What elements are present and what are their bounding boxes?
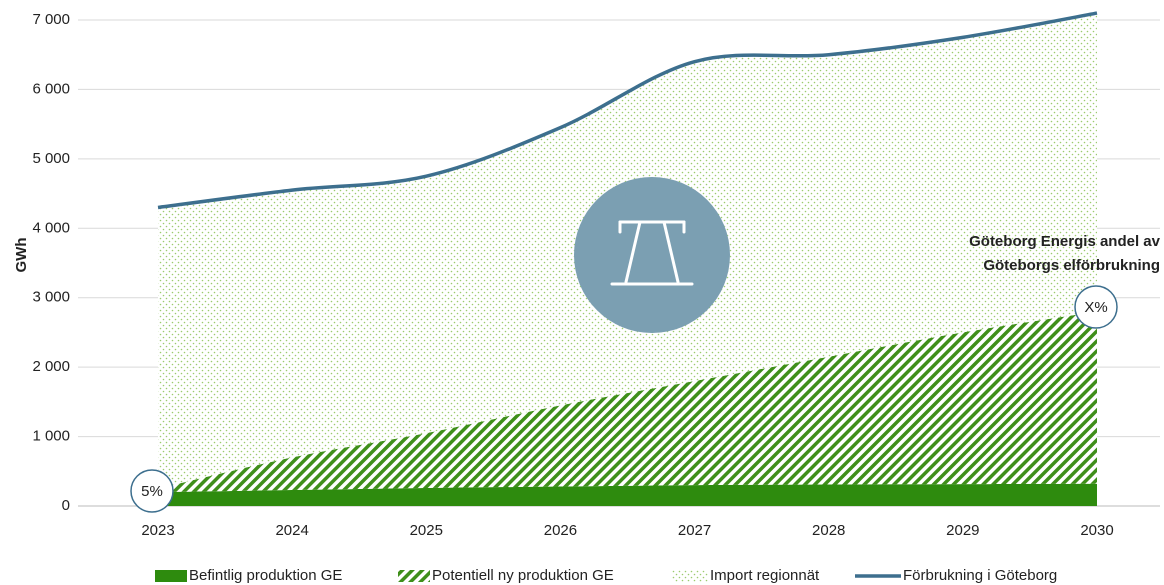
y-tick-label: 3 000 [32,289,70,306]
annotation: 5% [141,483,163,500]
annotation-circle [1074,285,1118,329]
x-tick-label: 2025 [410,522,443,539]
y-axis-label: GWh [13,238,30,273]
y-tick-label: 4 000 [32,219,70,236]
x-tick-label: 2030 [1080,522,1113,539]
x-tick-label: 2027 [678,522,711,539]
x-tick-label: 2024 [275,522,308,539]
area [158,483,1097,506]
y-tick-label: 7 000 [32,11,70,28]
foreground: 2023 2024 2025 2026 2027 2028 2029 2030 5% X% [130,11,1118,539]
y-tick-label: 5 000 [32,150,70,167]
y-tick-label: 6 000 [32,80,70,97]
legend-label: Potentiell ny produktion GE [432,567,614,584]
pylon-icon [574,177,730,333]
x-tick-label: 2029 [946,522,979,539]
legend-label: Import regionnät [710,567,820,584]
annotation: Göteborgs elförbrukning [983,257,1160,274]
legend-swatch [155,570,187,582]
y-tick-label: 1 000 [32,428,70,445]
annotation-circle [130,469,174,513]
legend-swatch [398,570,430,582]
y-tick-label: 2 000 [32,358,70,375]
y-tick-label: 0 [62,497,70,514]
legend-label: Förbrukning i Göteborg [903,567,1057,584]
x-tick-label: 2026 [544,522,577,539]
legend-swatch [672,570,708,582]
area [158,311,1097,493]
annotation: X% [1084,299,1107,316]
annotation: Göteborg Energis andel av [969,233,1161,250]
legend-label: Befintlig produktion GE [189,567,342,584]
x-tick-label: 2023 [141,522,174,539]
line [157,11,1098,210]
x-tick-label: 2028 [812,522,845,539]
